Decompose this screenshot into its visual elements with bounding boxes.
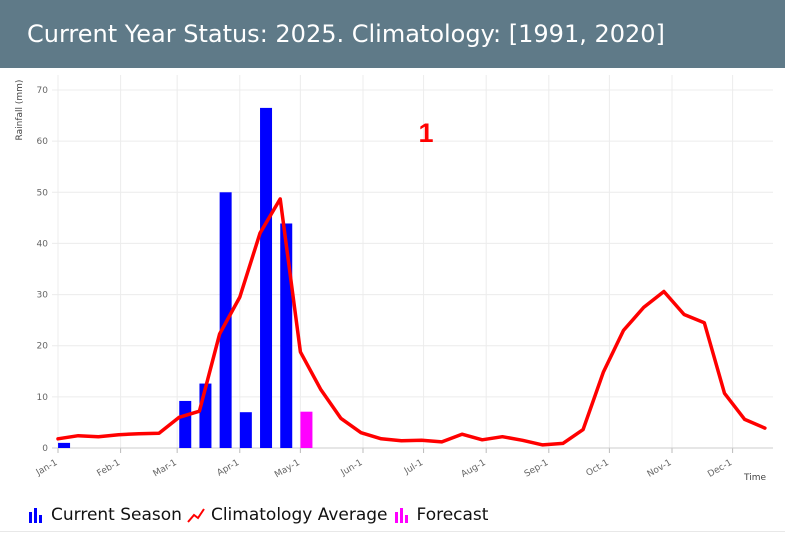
bar-chart-icon	[394, 508, 408, 523]
legend-item-forecast[interactable]: Forecast	[393, 505, 489, 525]
y-axis-title: Rainfall (mm)	[15, 80, 25, 141]
header-bar: Current Year Status: 2025. Climatology: …	[0, 0, 785, 68]
x-tick-label: Feb-1	[96, 458, 123, 479]
legend: Current Season Climatology Average Forec…	[27, 503, 493, 527]
y-tick-label: 60	[37, 137, 49, 147]
x-tick-label: Dec-1	[706, 458, 734, 480]
x-tick-label: Nov-1	[646, 458, 674, 480]
legend-label-current-season: Current Season	[51, 505, 182, 525]
grid-layer	[52, 75, 773, 453]
rainfall-chart: 0 10 20 30 40 50 60 70 Jan-1 Feb-1 Mar-1 Apr-1 May-1…	[15, 75, 773, 483]
legend-label-climatology-average: Climatology Average	[210, 505, 388, 525]
current-season-bar	[179, 400, 192, 448]
x-tick-label: Apr-1	[216, 458, 242, 479]
line-chart-icon	[187, 508, 205, 523]
current-season-bar	[260, 107, 273, 449]
x-tick-label: Jan-1	[34, 458, 60, 479]
line-layer	[56, 197, 767, 447]
y-tick-label: 10	[37, 393, 49, 403]
chart-annotation: 1	[418, 118, 433, 148]
x-tick-label: May-1	[273, 458, 302, 480]
x-tick-label: Aug-1	[460, 458, 488, 480]
current-season-bar	[239, 412, 252, 448]
legend-item-current-season[interactable]: Current Season	[27, 505, 182, 525]
x-tick-label: Jul-1	[402, 458, 425, 477]
y-tick-label: 30	[37, 291, 49, 301]
y-tick-label: 70	[37, 86, 49, 96]
legend-item-climatology-average[interactable]: Climatology Average	[187, 505, 388, 525]
x-tick-label: Oct-1	[585, 458, 611, 479]
divider	[0, 531, 785, 532]
x-tick-label: Sep-1	[523, 458, 550, 480]
climatology-average-line	[56, 197, 767, 447]
x-tick-label: Mar-1	[152, 458, 179, 479]
y-tick-label: 40	[37, 239, 49, 249]
y-tick-label: 50	[37, 188, 49, 198]
y-tick-label: 20	[37, 342, 49, 352]
legend-label-forecast: Forecast	[416, 505, 489, 525]
label-layer: 0 10 20 30 40 50 60 70 Jan-1 Feb-1 Mar-1 Apr-1 May-1…	[15, 80, 766, 483]
current-season-bar	[58, 442, 71, 448]
x-tick-label: Jun-1	[339, 458, 365, 479]
bar-layer	[58, 107, 313, 449]
page-title: Current Year Status: 2025. Climatology: …	[27, 20, 665, 48]
bar-chart-icon	[29, 508, 42, 523]
y-tick-label: 0	[42, 444, 48, 454]
x-axis-title: Time	[743, 473, 766, 483]
forecast-bar	[300, 411, 313, 448]
